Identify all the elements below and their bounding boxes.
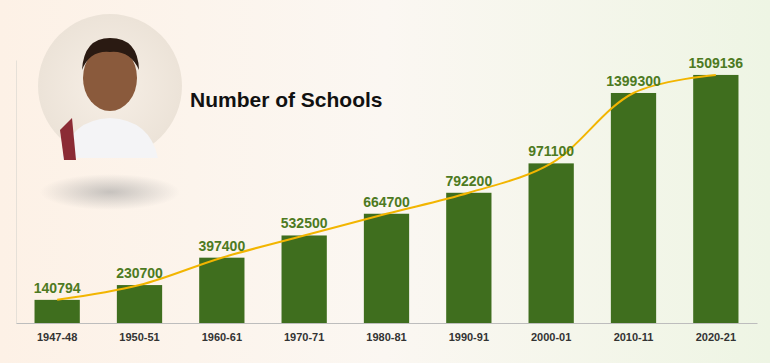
x-tick: 1947-48: [37, 323, 77, 343]
trend-line: [57, 75, 716, 300]
x-tick-label: 2000-01: [531, 331, 571, 343]
bar: [117, 285, 162, 323]
data-labels: 140794 230700 397400 532500 664700 792200 9711…: [34, 55, 743, 296]
data-label: 1509136: [689, 55, 744, 71]
bar: [529, 163, 574, 323]
data-label: 532500: [281, 215, 328, 231]
x-tick-label: 2020-21: [696, 331, 736, 343]
data-label: 397400: [198, 238, 245, 254]
y-axis: [16, 61, 17, 324]
x-tick: 1990-91: [449, 323, 489, 343]
bar: [35, 300, 80, 323]
photo-shirt: [62, 118, 158, 158]
x-tick-label: 1970-71: [284, 331, 324, 343]
x-tick: 1970-71: [284, 323, 324, 343]
x-tick: 2010-11: [614, 323, 654, 343]
data-label: 230700: [116, 265, 163, 281]
bar: [364, 214, 409, 323]
x-tick-label: 2010-11: [614, 331, 654, 343]
data-label: 664700: [363, 194, 410, 210]
data-label: 792200: [445, 173, 492, 189]
data-label: 140794: [34, 280, 81, 296]
data-label: 1399300: [606, 73, 661, 89]
x-tick-label: 1980-81: [366, 331, 406, 343]
y-axis-line: [16, 61, 17, 324]
x-axis: 1947-48 1950-51 1960-61 1970-71 1980-81 1990-…: [17, 323, 758, 343]
x-tick-label: 1960-61: [202, 331, 242, 343]
x-tick-label: 1947-48: [37, 331, 77, 343]
data-label: 971100: [528, 143, 574, 159]
photo: [38, 14, 182, 210]
x-tick: 2020-21: [696, 323, 736, 343]
x-axis-line: [17, 323, 758, 324]
photo-bag: [60, 118, 76, 160]
plot: [35, 75, 739, 323]
bar: [446, 193, 491, 323]
title: Number of Schools: [190, 88, 383, 111]
x-tick-label: 1990-91: [449, 331, 489, 343]
x-tick-label: 1950-51: [119, 331, 159, 343]
x-tick: 1980-81: [366, 323, 406, 343]
photo-shadow: [40, 174, 180, 210]
bar: [611, 93, 656, 323]
x-tick: 1960-61: [202, 323, 242, 343]
bar: [282, 235, 327, 323]
photo-circle: [38, 14, 182, 158]
x-tick: 1950-51: [119, 323, 159, 343]
photo-hair: [82, 38, 139, 70]
bar: [693, 75, 738, 323]
bar: [199, 258, 244, 323]
chart: Number of Schools 140794 230700 397400 53250…: [0, 0, 770, 363]
x-tick: 2000-01: [531, 323, 571, 343]
